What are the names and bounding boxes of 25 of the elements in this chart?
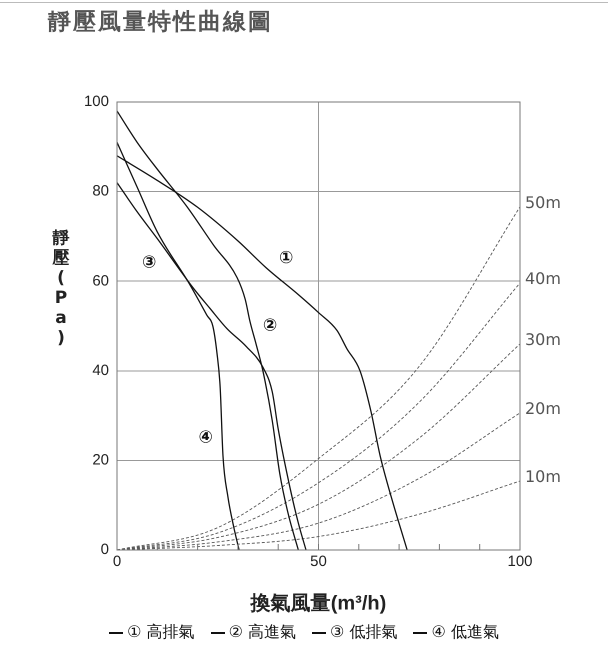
chart-title: 靜壓風量特性曲線圖 [48, 8, 273, 37]
x-axis-title: 換氣風量(m³/h) [250, 592, 386, 615]
series-label: 20m [525, 399, 561, 418]
y-tick-label: 0 [100, 541, 109, 558]
y-axis-title: 靜壓(Pa) [51, 228, 70, 348]
legend-label: ① 高排氣 [127, 622, 195, 641]
series-label: 10m [525, 467, 561, 486]
x-tick-label: 0 [112, 553, 122, 570]
x-tick-label: 50 [310, 553, 327, 570]
series-label: 50m [525, 192, 561, 212]
y-tick-label: 60 [92, 272, 109, 290]
legend-label: ④ 低進氣 [431, 622, 499, 641]
series-label: 30m [525, 330, 561, 350]
y-tick-label: 80 [92, 182, 109, 200]
y-tick-label: 100 [84, 93, 109, 110]
y-tick-label: 20 [92, 452, 109, 469]
annotation: ③ [142, 252, 156, 273]
legend-label: ③ 低排氣 [330, 622, 398, 641]
annotation: ① [279, 248, 294, 268]
y-tick-label: 40 [92, 362, 109, 379]
annotation: ④ [198, 427, 213, 448]
annotation: ② [262, 315, 278, 336]
series-label: 40m [525, 269, 561, 288]
x-tick-label: 100 [507, 553, 533, 570]
legend-label: ② 高進氣 [228, 622, 296, 641]
